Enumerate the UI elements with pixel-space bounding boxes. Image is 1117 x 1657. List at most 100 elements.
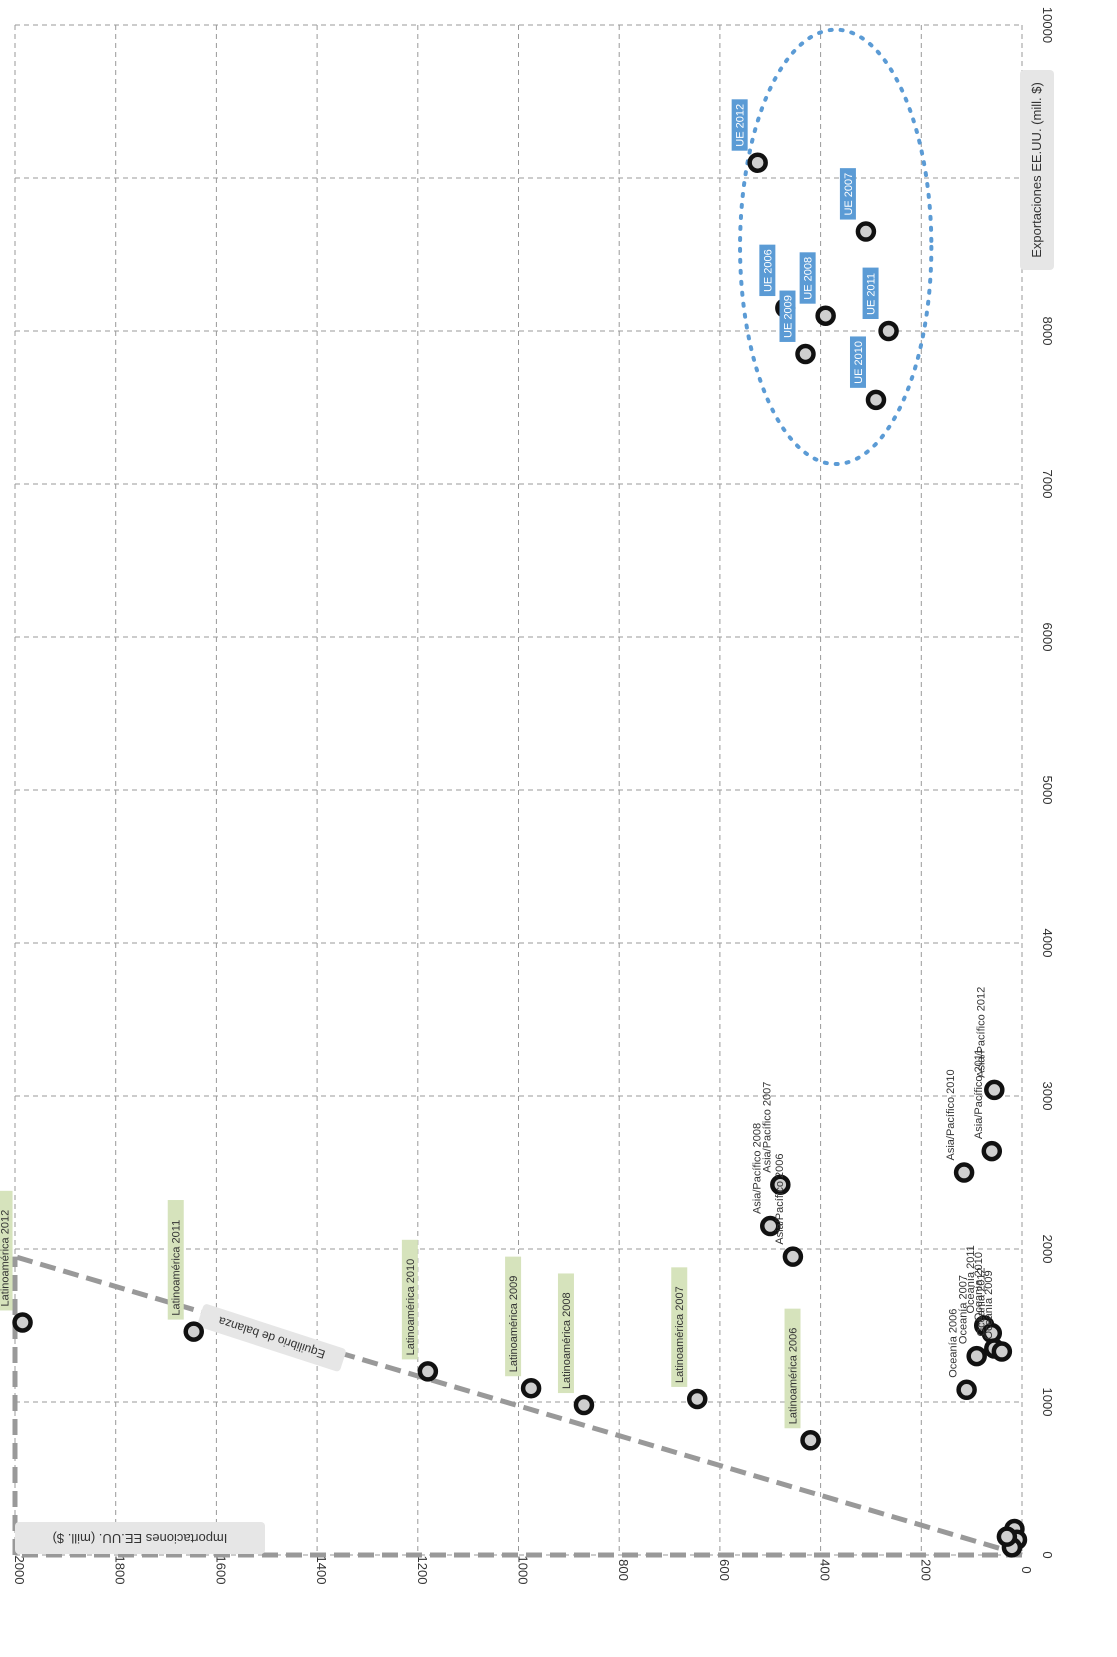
label-tag-box <box>779 290 796 342</box>
data-point <box>865 389 887 411</box>
x-axis-title-box <box>1020 70 1054 270</box>
label-tag-box <box>671 1267 688 1387</box>
data-point <box>984 1079 1005 1101</box>
x-axis-title: Exportaciones EE.UU. (mill. $) <box>1020 70 1054 270</box>
data-point <box>686 1388 708 1410</box>
y-tick-label: 1000 <box>516 1556 531 1585</box>
label-tag-box <box>167 1200 184 1320</box>
label-tag-box <box>784 1308 801 1429</box>
label-tag-text: UE 2007 <box>843 173 855 216</box>
x-tick-label: 3000 <box>1040 1082 1055 1111</box>
y-tick-label: 600 <box>717 1559 732 1581</box>
x-tick-label: 2000 <box>1040 1235 1055 1264</box>
data-point <box>417 1361 439 1382</box>
tick-labels: 0100020003000400050006000700080009000100… <box>12 7 1055 1585</box>
y-tick-label: 1200 <box>415 1556 430 1585</box>
label-tag-text: UE 2009 <box>782 295 794 338</box>
label-tag-box <box>862 267 879 319</box>
data-point <box>520 1377 542 1399</box>
point-label: Oceanía 2011 <box>965 1245 977 1313</box>
data-point <box>956 1379 977 1401</box>
data-point <box>996 1526 1018 1547</box>
axis-titles: Exportaciones EE.UU. (mill. $) Importacio… <box>15 70 1054 1554</box>
label-text: Oceanía 2012 <box>975 1267 987 1336</box>
y-tick-label: 0 <box>1019 1566 1034 1573</box>
label-text: Asia/Pacífico 2007 <box>761 1082 773 1173</box>
point-label: Oceanía 2007 <box>958 1275 970 1344</box>
data-point <box>878 320 899 342</box>
x-tick-label: 4000 <box>1040 929 1055 958</box>
x-tick-label: 10000 <box>1040 7 1055 43</box>
x-tick-label: 8000 <box>1040 317 1055 346</box>
data-point <box>795 343 816 365</box>
y-tick-label: 2000 <box>12 1556 27 1585</box>
label-text: Oceanía 2007 <box>958 1275 970 1344</box>
y-axis-title-box <box>15 1522 265 1554</box>
point-label: Oceanía 2012 <box>975 1267 987 1336</box>
point-labels: UE 2006 UE 2007 UE 2008 UE 2009 UE 2010 UE 20… <box>0 99 995 1429</box>
point-label: UE 2010 <box>849 336 866 388</box>
x-tick-label: 5000 <box>1040 776 1055 805</box>
point-label: UE 2012 <box>731 99 748 151</box>
balance-label-box <box>197 1304 346 1372</box>
data-point <box>800 1430 821 1451</box>
data-point <box>12 1312 33 1333</box>
label-tag-box <box>799 252 816 304</box>
label-tag-text: UE 2008 <box>803 257 815 300</box>
point-label: UE 2009 <box>779 290 796 342</box>
data-point <box>815 305 836 326</box>
y-tick-label: 1400 <box>314 1556 329 1585</box>
label-text: Asia/Pacífico 2006 <box>774 1154 786 1245</box>
label-text: Asia/Pacífico 2011 <box>973 1049 985 1139</box>
point-label: Latinoamérica 2006 <box>784 1308 801 1429</box>
point-label: Latinoamérica 2010 <box>401 1239 418 1360</box>
eu-cluster-ellipse-group <box>738 27 934 467</box>
x-tick-label: 1000 <box>1040 1388 1055 1417</box>
point-label: UE 2008 <box>799 252 816 304</box>
data-point <box>981 1140 1003 1162</box>
label-text: Asia/Pacífico 2010 <box>945 1069 957 1160</box>
label-tag-text: Latinoamérica 2008 <box>561 1292 573 1389</box>
point-label: UE 2006 <box>759 244 776 297</box>
point-label: Oceanía 2009 <box>983 1270 995 1339</box>
point-label: Latinoamérica 2009 <box>505 1256 522 1377</box>
label-text: Asia/Pacífico 2008 <box>751 1123 763 1214</box>
balance-label: Equilibrio de balanza <box>197 1304 346 1372</box>
y-tick-label: 1800 <box>113 1556 128 1585</box>
y-tick-label: 200 <box>918 1559 933 1581</box>
point-label: Latinoamérica 2012 <box>0 1190 13 1311</box>
x-axis-title-text: Exportaciones EE.UU. (mill. $) <box>1029 82 1044 258</box>
y-tick-label: 400 <box>818 1559 833 1581</box>
label-tag-box <box>839 168 856 220</box>
label-tag-box <box>0 1190 13 1311</box>
label-tag-text: Latinoamérica 2010 <box>405 1259 417 1356</box>
y-axis-title: Importaciones EE.UU. (mill. $) <box>15 1522 265 1554</box>
y-tick-label: 800 <box>616 1559 631 1581</box>
label-tag-text: Latinoamérica 2007 <box>674 1286 686 1383</box>
point-label: Asia/Pacífico 2011 <box>973 1049 985 1139</box>
data-point <box>183 1321 204 1342</box>
label-tag-box <box>505 1256 522 1377</box>
point-label: Asia/Pacífico 2012 <box>975 987 987 1078</box>
data-point <box>855 221 877 242</box>
data-points <box>12 152 1028 1558</box>
label-tag-text: Latinoamérica 2006 <box>788 1328 800 1425</box>
point-label: Oceanía 2010 <box>973 1252 985 1321</box>
point-label: Asia/Pacífico 2008 <box>751 1123 763 1214</box>
label-tag-box <box>759 244 776 297</box>
data-point <box>770 1174 791 1195</box>
data-point <box>573 1394 595 1416</box>
point-label: UE 2011 <box>862 267 879 319</box>
label-tag-text: Latinoamérica 2011 <box>171 1220 183 1316</box>
label-tag-box <box>731 99 748 151</box>
label-tag-box <box>401 1239 418 1360</box>
point-label: Latinoamérica 2007 <box>671 1267 688 1387</box>
data-point <box>966 1345 987 1367</box>
label-text: Oceanía 2011 <box>965 1245 977 1313</box>
label-text: Oceanía 2006 <box>948 1309 960 1378</box>
label-tag-text: UE 2010 <box>853 341 865 384</box>
label-tag-text: UE 2011 <box>866 273 878 315</box>
eu-cluster-ellipse <box>738 27 934 467</box>
x-tick-label: 7000 <box>1040 470 1055 499</box>
label-tag-box <box>849 336 866 388</box>
